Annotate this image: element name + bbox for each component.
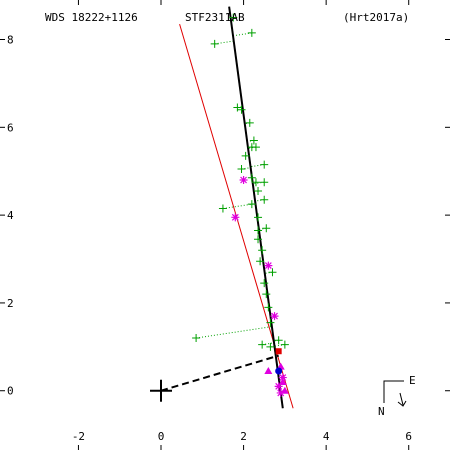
compass-north-label: N — [378, 405, 385, 418]
data-point-asterisk — [271, 312, 279, 320]
data-point-dot — [275, 367, 282, 374]
x-tick-label: -2 — [72, 430, 85, 443]
header-right: (Hrt2017a) — [343, 11, 409, 24]
y-tick-label: 2 — [7, 297, 14, 310]
data-point-asterisk — [240, 176, 248, 184]
y-tick-label: 4 — [7, 209, 14, 222]
chart-title: STF2311AB — [185, 11, 245, 24]
y-tick-label: 6 — [7, 121, 14, 134]
x-tick-label: 6 — [405, 430, 412, 443]
data-point-asterisk — [264, 262, 272, 270]
data-point-square — [276, 348, 282, 354]
x-tick-label: 0 — [158, 430, 165, 443]
header-left: WDS 18222+1126 — [45, 11, 138, 24]
y-tick-label: 8 — [7, 34, 14, 47]
data-point-asterisk — [231, 213, 239, 221]
x-tick-label: 2 — [240, 430, 247, 443]
compass-east-label: E — [409, 374, 416, 387]
y-tick-label: 0 — [7, 385, 14, 398]
x-tick-label: 4 — [323, 430, 330, 443]
